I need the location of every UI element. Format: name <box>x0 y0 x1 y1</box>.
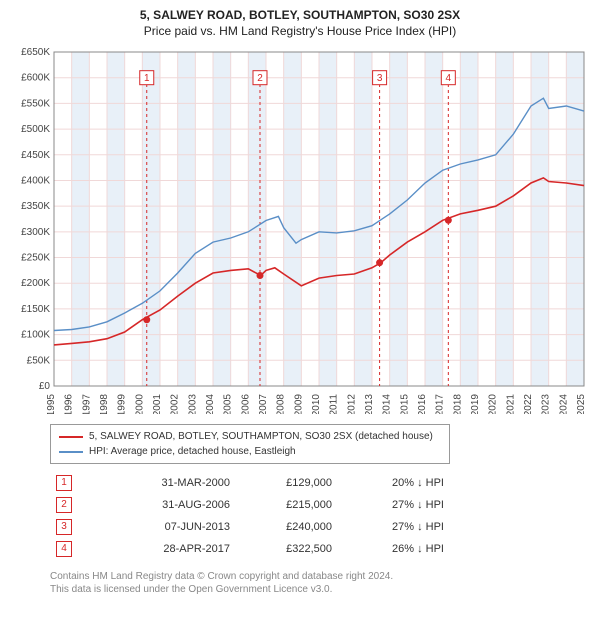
y-tick-label: £350K <box>21 201 50 212</box>
footer-line-1: Contains HM Land Registry data © Crown c… <box>50 570 590 583</box>
transaction-pct: 26% ↓ HPI <box>338 538 450 560</box>
y-tick-label: £250K <box>21 253 50 264</box>
x-tick-label: 2022 <box>523 394 534 414</box>
price-chart-svg: £0 £50K £100K £150K £200K £250K £300K £350K £400… <box>10 44 590 414</box>
y-tick-label: £500K <box>21 124 50 135</box>
x-tick-label: 2007 <box>258 394 269 414</box>
transaction-price: £129,000 <box>236 472 338 494</box>
title-line-1: 5, SALWEY ROAD, BOTLEY, SOUTHAMPTON, SO3… <box>10 8 590 22</box>
transaction-marker-badge: 1 <box>56 475 72 491</box>
x-tick-label: 2002 <box>170 394 181 414</box>
transaction-row: 3 07-JUN-2013£240,00027% ↓ HPI <box>50 516 450 538</box>
transaction-marker-badge: 3 <box>56 519 72 535</box>
x-tick-label: 2020 <box>488 394 499 414</box>
transaction-row: 1 31-MAR-2000£129,00020% ↓ HPI <box>50 472 450 494</box>
transaction-row: 2 31-AUG-2006£215,00027% ↓ HPI <box>50 494 450 516</box>
y-tick-label: £300K <box>21 227 50 238</box>
transaction-marker-badge: 2 <box>56 497 72 513</box>
x-tick-label: 2016 <box>417 394 428 414</box>
transaction-dot <box>143 316 150 323</box>
x-tick-label: 1995 <box>46 394 57 414</box>
x-tick-label: 2021 <box>505 394 516 414</box>
transaction-pct: 20% ↓ HPI <box>338 472 450 494</box>
x-tick-label: 2018 <box>452 394 463 414</box>
legend-label: HPI: Average price, detached house, East… <box>89 446 296 457</box>
transaction-date: 31-MAR-2000 <box>114 472 236 494</box>
y-tick-label: £550K <box>21 98 50 109</box>
x-tick-label: 1999 <box>117 394 128 414</box>
transaction-price: £215,000 <box>236 494 338 516</box>
transaction-badge-num: 1 <box>144 73 150 84</box>
transaction-badge-num: 4 <box>446 73 452 84</box>
x-tick-label: 1998 <box>99 394 110 414</box>
chart-area: £0 £50K £100K £150K £200K £250K £300K £350K £400… <box>10 44 590 414</box>
transaction-date: 28-APR-2017 <box>114 538 236 560</box>
x-tick-label: 2023 <box>541 394 552 414</box>
y-tick-label: £600K <box>21 73 50 84</box>
x-tick-label: 2003 <box>187 394 198 414</box>
transaction-dot <box>445 217 452 224</box>
x-tick-label: 2004 <box>205 394 216 414</box>
footer-attribution: Contains HM Land Registry data © Crown c… <box>50 570 590 596</box>
y-tick-label: £450K <box>21 150 50 161</box>
y-tick-label: £400K <box>21 175 50 186</box>
x-tick-label: 2015 <box>399 394 410 414</box>
legend-swatch <box>59 451 83 453</box>
x-tick-label: 2011 <box>329 394 340 414</box>
transaction-price: £322,500 <box>236 538 338 560</box>
chart-titles: 5, SALWEY ROAD, BOTLEY, SOUTHAMPTON, SO3… <box>10 8 590 38</box>
transaction-badge-num: 2 <box>257 73 263 84</box>
x-tick-label: 2000 <box>134 394 145 414</box>
y-tick-label: £650K <box>21 47 50 58</box>
y-tick-label: £100K <box>21 330 50 341</box>
transaction-dot <box>256 272 263 279</box>
x-tick-label: 2025 <box>576 394 587 414</box>
legend: 5, SALWEY ROAD, BOTLEY, SOUTHAMPTON, SO3… <box>50 424 450 464</box>
legend-swatch <box>59 436 83 438</box>
x-tick-label: 2019 <box>470 394 481 414</box>
y-tick-label: £0 <box>39 381 51 392</box>
legend-row: 5, SALWEY ROAD, BOTLEY, SOUTHAMPTON, SO3… <box>59 429 441 444</box>
x-tick-label: 1997 <box>81 394 92 414</box>
y-tick-label: £50K <box>27 355 51 366</box>
x-tick-label: 2008 <box>276 394 287 414</box>
legend-label: 5, SALWEY ROAD, BOTLEY, SOUTHAMPTON, SO3… <box>89 431 433 442</box>
legend-row: HPI: Average price, detached house, East… <box>59 444 441 459</box>
x-tick-label: 2012 <box>346 394 357 414</box>
x-tick-label: 2001 <box>152 394 163 414</box>
x-tick-label: 2014 <box>382 394 393 414</box>
transaction-pct: 27% ↓ HPI <box>338 494 450 516</box>
x-tick-label: 2013 <box>364 394 375 414</box>
transaction-marker-badge: 4 <box>56 541 72 557</box>
transaction-row: 4 28-APR-2017£322,50026% ↓ HPI <box>50 538 450 560</box>
x-tick-label: 2005 <box>223 394 234 414</box>
x-tick-label: 2024 <box>558 394 569 414</box>
title-line-2: Price paid vs. HM Land Registry's House … <box>10 24 590 38</box>
footer-line-2: This data is licensed under the Open Gov… <box>50 583 590 596</box>
x-tick-label: 2010 <box>311 394 322 414</box>
x-tick-label: 2017 <box>435 394 446 414</box>
y-tick-label: £200K <box>21 278 50 289</box>
x-tick-label: 2009 <box>293 394 304 414</box>
transaction-table: 1 31-MAR-2000£129,00020% ↓ HPI 2 31-AUG-200… <box>50 472 450 560</box>
x-tick-label: 1996 <box>64 394 75 414</box>
transaction-price: £240,000 <box>236 516 338 538</box>
transaction-date: 07-JUN-2013 <box>114 516 236 538</box>
x-tick-label: 2006 <box>240 394 251 414</box>
transaction-dot <box>376 259 383 266</box>
y-tick-label: £150K <box>21 304 50 315</box>
transaction-pct: 27% ↓ HPI <box>338 516 450 538</box>
transaction-badge-num: 3 <box>377 73 383 84</box>
transaction-date: 31-AUG-2006 <box>114 494 236 516</box>
